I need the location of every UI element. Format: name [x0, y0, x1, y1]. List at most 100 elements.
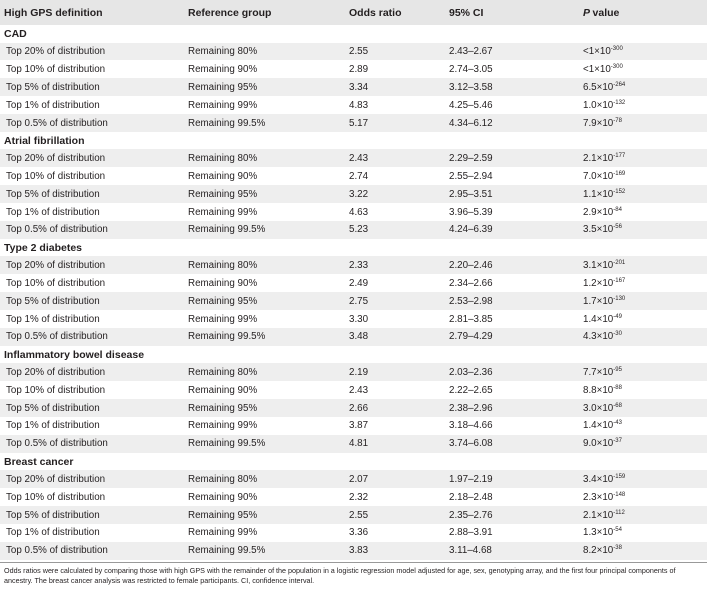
p-value-base: 2.9×10	[583, 206, 614, 218]
cell-gps-definition: Top 5% of distribution	[6, 509, 100, 521]
table-header-row: High GPS definition Reference group Odds…	[0, 0, 707, 25]
p-value-base: 1.4×10	[583, 313, 614, 325]
section-title: Atrial fibrillation	[4, 134, 85, 147]
cell-reference-group: Remaining 99%	[188, 206, 258, 218]
cell-reference-group: Remaining 99.5%	[188, 438, 266, 450]
section-title: Breast cancer	[4, 455, 74, 468]
cell-gps-definition: Top 0.5% of distribution	[6, 224, 108, 236]
section-row: Breast cancer	[0, 452, 707, 471]
table-row: Top 1% of distribution Remaining 99% 4.83 4…	[0, 96, 707, 114]
p-value-exponent: -30	[613, 331, 622, 338]
cell-p-value: 1.4×10-49	[583, 310, 707, 328]
header-reference-group: Reference group	[188, 6, 272, 19]
cell-odds-ratio: 2.07	[349, 473, 369, 485]
p-value-base: 7.0×10	[583, 170, 614, 182]
table-row: Top 0.5% of distribution Remaining 99.5% 4…	[0, 434, 707, 453]
p-value-exponent: -112	[613, 509, 625, 516]
cell-95-ci: 2.88–3.91	[449, 527, 493, 539]
cell-p-value: 2.3×10-148	[583, 488, 707, 506]
cell-gps-definition: Top 5% of distribution	[6, 188, 100, 200]
cell-reference-group: Remaining 99.5%	[188, 545, 266, 557]
cell-odds-ratio: 2.19	[349, 366, 369, 378]
cell-gps-definition: Top 20% of distribution	[6, 366, 106, 378]
header-p-value: P value	[583, 0, 707, 25]
cell-reference-group: Remaining 95%	[188, 402, 258, 414]
results-table: High GPS definition Reference group Odds…	[0, 0, 707, 560]
cell-odds-ratio: 3.48	[349, 331, 369, 343]
table-row: Top 20% of distribution Remaining 80% 2.33…	[0, 256, 707, 275]
cell-p-value: 7.7×10-95	[583, 363, 707, 381]
p-value-exponent: -68	[613, 402, 622, 409]
cell-95-ci: 2.03–2.36	[449, 366, 493, 378]
p-value-base: 1.3×10	[583, 527, 614, 539]
table-row: Top 5% of distribution Remaining 95% 2.55 2…	[0, 506, 707, 524]
p-value-base: 1.0×10	[583, 99, 614, 111]
cell-reference-group: Remaining 90%	[188, 384, 258, 396]
cell-reference-group: Remaining 99%	[188, 313, 258, 325]
cell-odds-ratio: 3.30	[349, 313, 369, 325]
cell-gps-definition: Top 10% of distribution	[6, 277, 106, 289]
p-value-base: 2.3×10	[583, 491, 614, 503]
section-title: CAD	[4, 27, 27, 40]
cell-p-value: 3.5×10-56	[583, 221, 707, 239]
cell-reference-group: Remaining 95%	[188, 509, 258, 521]
cell-odds-ratio: 2.43	[349, 384, 369, 396]
cell-p-value: 8.2×10-38	[583, 542, 707, 560]
cell-gps-definition: Top 10% of distribution	[6, 63, 106, 75]
cell-95-ci: 4.34–6.12	[449, 117, 493, 129]
table-row: Top 10% of distribution Remaining 90% 2.43…	[0, 381, 707, 399]
section-row: CAD	[0, 25, 707, 43]
p-value-exponent: -201	[613, 259, 626, 266]
cell-95-ci: 3.18–4.66	[449, 420, 493, 432]
cell-gps-definition: Top 0.5% of distribution	[6, 438, 108, 450]
cell-odds-ratio: 4.81	[349, 438, 369, 450]
p-value-base: 1.2×10	[583, 277, 614, 289]
table-row: Top 1% of distribution Remaining 99% 3.36 2…	[0, 524, 707, 542]
cell-95-ci: 4.25–5.46	[449, 99, 493, 111]
cell-odds-ratio: 3.36	[349, 527, 369, 539]
cell-odds-ratio: 2.55	[349, 509, 369, 521]
cell-95-ci: 3.12–3.58	[449, 81, 493, 93]
cell-95-ci: 1.97–2.19	[449, 473, 493, 485]
p-value-exponent: -264	[613, 81, 626, 88]
p-value-exponent: -130	[613, 295, 626, 302]
cell-gps-definition: Top 1% of distribution	[6, 420, 100, 432]
cell-95-ci: 2.95–3.51	[449, 188, 493, 200]
cell-p-value: 1.0×10-132	[583, 96, 707, 114]
p-value-exponent: -38	[613, 545, 622, 552]
header-high-gps-definition: High GPS definition	[4, 6, 103, 19]
cell-odds-ratio: 2.55	[349, 45, 369, 57]
cell-reference-group: Remaining 99.5%	[188, 117, 266, 129]
cell-reference-group: Remaining 95%	[188, 188, 258, 200]
cell-p-value: 1.7×10-130	[583, 292, 707, 310]
table-row: Top 20% of distribution Remaining 80% 2.43…	[0, 149, 707, 168]
table-row: Top 1% of distribution Remaining 99% 3.87 3…	[0, 417, 707, 435]
table-row: Top 10% of distribution Remaining 90% 2.32…	[0, 488, 707, 506]
footnote-divider	[0, 562, 707, 563]
p-value-base: 2.1×10	[583, 509, 614, 521]
cell-gps-definition: Top 1% of distribution	[6, 206, 100, 218]
cell-odds-ratio: 5.17	[349, 117, 369, 129]
cell-odds-ratio: 2.43	[349, 152, 369, 164]
cell-gps-definition: Top 20% of distribution	[6, 152, 106, 164]
table-row: Top 5% of distribution Remaining 95% 2.75 2…	[0, 292, 707, 311]
cell-odds-ratio: 3.34	[349, 81, 369, 93]
cell-95-ci: 2.38–2.96	[449, 402, 493, 414]
cell-gps-definition: Top 0.5% of distribution	[6, 117, 108, 129]
cell-p-value: <1×10-300	[583, 60, 707, 78]
cell-gps-definition: Top 10% of distribution	[6, 491, 106, 503]
p-value-base: 7.7×10	[583, 366, 614, 378]
section-title: Type 2 diabetes	[4, 241, 83, 254]
cell-95-ci: 2.34–2.66	[449, 277, 493, 289]
p-value-base: 1.7×10	[583, 295, 614, 307]
table-row: Top 5% of distribution Remaining 95% 3.34 3…	[0, 78, 707, 97]
p-value-base: 3.5×10	[583, 224, 614, 236]
cell-95-ci: 2.43–2.67	[449, 45, 493, 57]
cell-reference-group: Remaining 80%	[188, 45, 258, 57]
p-value-exponent: -177	[613, 152, 626, 159]
cell-odds-ratio: 3.22	[349, 188, 369, 200]
cell-reference-group: Remaining 99%	[188, 527, 258, 539]
cell-95-ci: 2.74–3.05	[449, 63, 493, 75]
cell-odds-ratio: 4.63	[349, 206, 369, 218]
